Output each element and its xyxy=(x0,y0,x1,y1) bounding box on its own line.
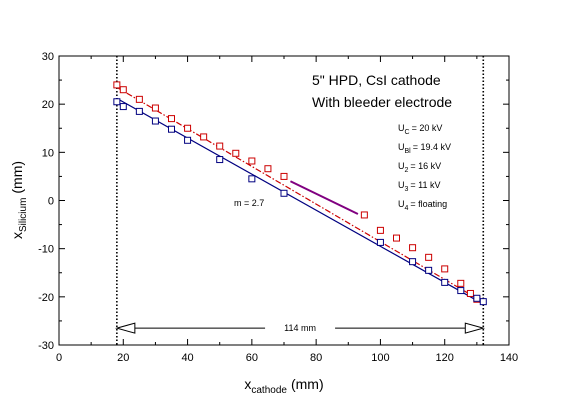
data-point-series-0 xyxy=(360,211,368,219)
data-point-series-1 xyxy=(280,189,288,197)
span-arrow-head-right xyxy=(464,322,486,334)
y-tick-label: 20 xyxy=(42,99,54,111)
y-tick-label: -20 xyxy=(38,292,54,304)
data-point-series-0 xyxy=(280,172,288,180)
data-point-series-0 xyxy=(393,234,400,242)
x-tick-label: 120 xyxy=(436,352,454,364)
x-tick-label: 80 xyxy=(310,352,322,364)
data-point-series-1 xyxy=(425,266,433,274)
data-point-series-0 xyxy=(441,265,449,273)
span-arrow-label: 114 mm xyxy=(284,323,316,333)
data-point-series-0 xyxy=(135,95,143,103)
data-point-series-0 xyxy=(376,226,384,234)
data-point-series-0 xyxy=(184,124,192,132)
data-point-series-1 xyxy=(184,136,192,144)
data-point-series-0 xyxy=(466,289,474,297)
data-points xyxy=(113,81,487,306)
vertical-markers xyxy=(116,56,485,345)
voltage-uc: UC = 20 kV xyxy=(398,123,442,136)
x-tick-label: 60 xyxy=(246,352,258,364)
fit-line-0 xyxy=(116,86,478,299)
x-tick-label: 0 xyxy=(56,352,62,364)
y-tick-label: -30 xyxy=(38,340,54,352)
data-point-series-1 xyxy=(113,98,121,106)
data-point-series-1 xyxy=(457,287,465,295)
voltage-ubl: UBl = 19.4 kV xyxy=(398,142,451,155)
y-tick-label: 30 xyxy=(42,51,54,63)
voltage-u4: U4 = floating xyxy=(398,199,447,212)
data-point-series-1 xyxy=(168,125,175,133)
data-point-series-0 xyxy=(409,244,417,252)
voltage-u3: U3 = 11 kV xyxy=(398,180,441,193)
data-point-series-0 xyxy=(113,81,121,89)
y-axis-title: xSilicium(mm) xyxy=(9,161,29,239)
data-point-series-1 xyxy=(441,278,449,286)
slope-label: m = 2.7 xyxy=(234,198,264,208)
data-point-series-1 xyxy=(248,175,256,183)
annotation-title-line-1: 5" HPD, CsI cathode xyxy=(312,72,441,88)
annotation-title-line-2: With bleeder electrode xyxy=(312,94,452,110)
y-tick-label: -10 xyxy=(38,244,54,256)
y-tick-label: 10 xyxy=(42,147,54,159)
fit-line-1 xyxy=(116,97,484,305)
span-arrow-head-left xyxy=(114,322,136,334)
slope-segment xyxy=(289,180,359,215)
data-point-series-0 xyxy=(264,165,272,173)
data-point-series-0 xyxy=(216,142,224,150)
data-point-series-1 xyxy=(409,258,417,266)
x-tick-label: 140 xyxy=(500,352,518,364)
y-tick-label: 0 xyxy=(48,196,54,208)
x-tick-label: 100 xyxy=(371,352,389,364)
x-tick-label: 20 xyxy=(117,352,129,364)
voltage-u2: U2 = 16 kV xyxy=(398,161,441,174)
x-tick-label: 40 xyxy=(181,352,193,364)
data-point-series-0 xyxy=(248,157,256,165)
data-point-series-1 xyxy=(135,107,143,115)
data-point-series-1 xyxy=(119,103,127,111)
data-point-series-0 xyxy=(119,86,127,94)
data-point-series-0 xyxy=(151,104,159,112)
data-point-series-0 xyxy=(232,149,240,157)
data-point-series-0 xyxy=(457,279,465,287)
ticks xyxy=(58,55,510,346)
data-point-series-0 xyxy=(425,253,433,261)
data-point-series-1 xyxy=(479,298,487,306)
data-point-series-1 xyxy=(216,156,224,164)
voltage-list: UC = 20 kV UBl = 19.4 kV U2 = 16 kV U3 = 11 … xyxy=(398,123,451,212)
data-point-series-1 xyxy=(376,238,384,246)
data-point-series-0 xyxy=(168,115,175,123)
x-axis-title: xcathode (mm) xyxy=(244,376,323,396)
span-arrow: 114 mm xyxy=(114,322,486,334)
data-point-series-1 xyxy=(151,117,159,125)
data-point-series-0 xyxy=(200,133,208,141)
fit-lines xyxy=(116,86,484,305)
data-point-series-1 xyxy=(473,294,481,302)
tick-labels: 0 20 40 60 80 100 120 140 -30 -20 -10 0 10 20 30 xyxy=(38,51,518,364)
